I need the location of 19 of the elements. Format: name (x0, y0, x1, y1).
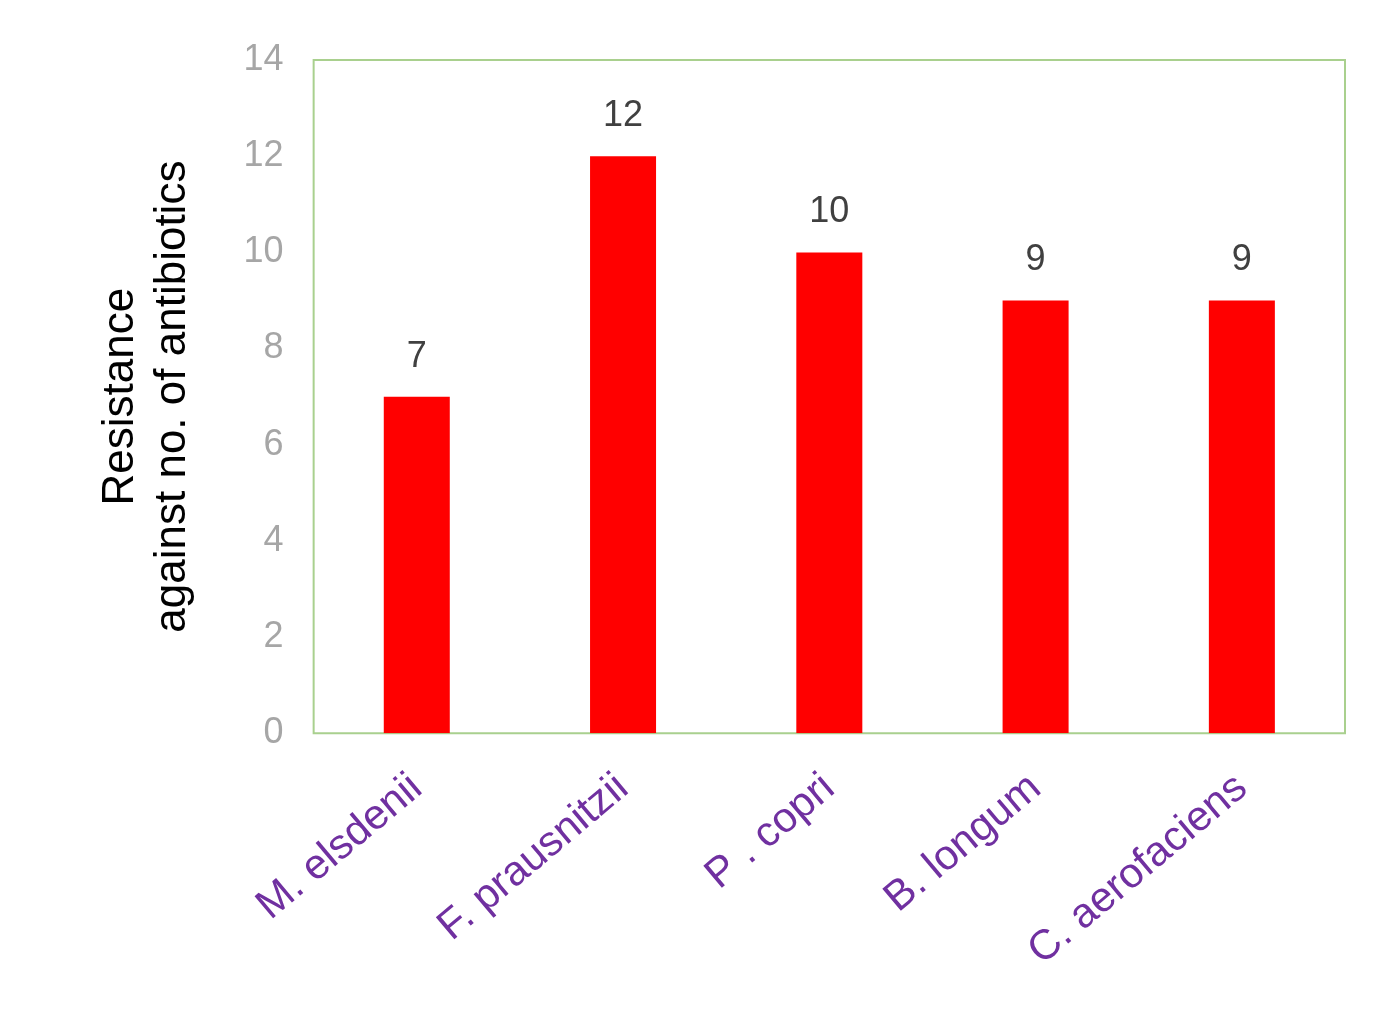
y-tick-label: 0 (263, 710, 284, 752)
data-label: 9 (1231, 237, 1252, 279)
data-label: 12 (603, 93, 644, 135)
bar (1002, 300, 1069, 734)
y-tick-label: 4 (263, 517, 284, 559)
y-tick-label: 2 (263, 614, 284, 656)
y-tick-label: 6 (263, 421, 284, 463)
y-tick-label: 8 (263, 325, 284, 367)
bar (383, 396, 450, 734)
bar (590, 156, 657, 734)
y-tick-label: 12 (243, 133, 284, 175)
data-label: 7 (406, 333, 427, 375)
data-label: 9 (1025, 237, 1046, 279)
y-tick-label: 14 (243, 36, 284, 78)
data-label: 10 (809, 189, 850, 231)
bar (1208, 300, 1275, 734)
y-tick-label: 10 (243, 229, 284, 271)
y-axis-title: Resistance against no. of antibiotics (92, 160, 195, 633)
bar (796, 252, 863, 734)
